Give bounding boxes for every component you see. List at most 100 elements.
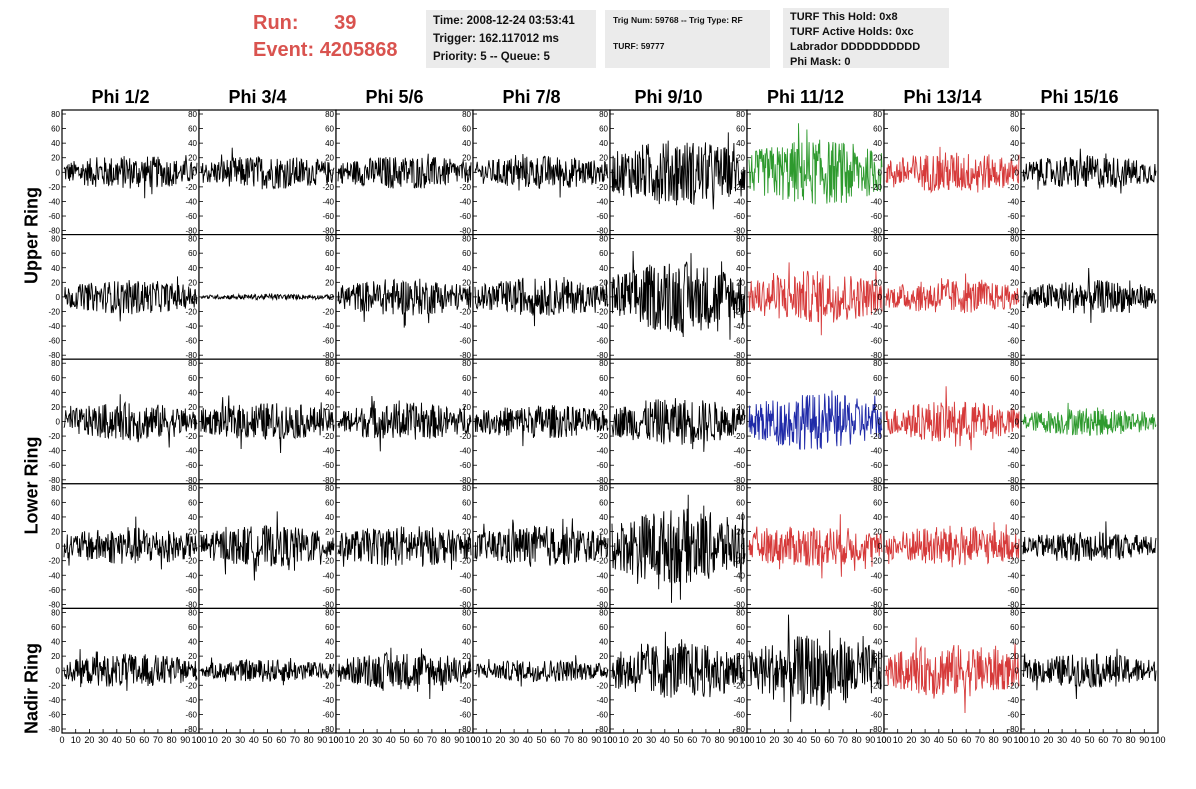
- panel-r3-c1: -80 -60 -40 -20 0 20 40 60 80: [185, 483, 337, 609]
- y-tick-label: -80: [322, 351, 334, 360]
- y-tick-label: -20: [459, 307, 471, 316]
- y-tick-label: -80: [459, 725, 471, 734]
- panel-r3-c5: -80 -60 -40 -20 0 20 40 60 80: [733, 483, 885, 609]
- y-tick-label: 80: [873, 608, 882, 617]
- panel-r4-c4: -80 -60 -40 -20 0 20 40 60 80: [596, 607, 748, 734]
- panel-r3-c2: -80 -60 -40 -20 0 20 40 60 80: [322, 483, 474, 609]
- y-tick-label: 20: [325, 403, 334, 412]
- y-tick-label: 0: [878, 667, 883, 676]
- x-tick-label: 0: [744, 735, 749, 745]
- y-tick-label: -60: [48, 212, 60, 221]
- y-tick-label: 40: [325, 388, 334, 397]
- y-tick-label: -20: [1007, 432, 1019, 441]
- y-tick-label: -60: [596, 710, 608, 719]
- y-tick-label: -20: [459, 432, 471, 441]
- y-tick-label: -80: [596, 351, 608, 360]
- y-tick-label: -80: [459, 351, 471, 360]
- y-tick-label: 20: [462, 528, 471, 537]
- panel-r2-c6: -80 -60 -40 -20 0 20 40 60 80: [870, 358, 1022, 485]
- waveform-trace: [474, 655, 609, 687]
- y-tick-label: -20: [459, 681, 471, 690]
- y-tick-label: 60: [188, 125, 197, 134]
- y-tick-label: -60: [185, 461, 197, 470]
- y-tick-label: 20: [462, 652, 471, 661]
- y-tick-label: 60: [599, 374, 608, 383]
- y-tick-label: 40: [873, 388, 882, 397]
- y-tick-label: -20: [48, 432, 60, 441]
- y-tick-label: 0: [741, 168, 746, 177]
- waveform-trace: [200, 657, 335, 686]
- y-tick-label: -60: [459, 461, 471, 470]
- y-tick-label: -60: [459, 710, 471, 719]
- y-tick-label: -60: [185, 212, 197, 221]
- y-tick-label: -20: [733, 681, 745, 690]
- y-tick-label: -80: [185, 725, 197, 734]
- y-tick-label: 0: [878, 168, 883, 177]
- y-tick-label: 60: [873, 498, 882, 507]
- y-tick-label: -20: [322, 557, 334, 566]
- y-tick-label: 20: [188, 403, 197, 412]
- y-tick-label: 40: [1010, 264, 1019, 273]
- x-tick-label: 20: [769, 735, 779, 745]
- y-tick-label: 80: [325, 359, 334, 368]
- x-tick-label: 50: [1084, 735, 1094, 745]
- y-tick-label: 40: [188, 513, 197, 522]
- y-tick-label: -40: [459, 571, 471, 580]
- y-tick-label: 60: [873, 125, 882, 134]
- x-tick-label: 30: [509, 735, 519, 745]
- y-tick-label: 40: [325, 139, 334, 148]
- y-tick-label: 0: [330, 667, 335, 676]
- x-tick-label: 40: [1071, 735, 1081, 745]
- y-tick-label: 20: [51, 403, 60, 412]
- y-tick-label: 80: [873, 484, 882, 493]
- y-tick-label: 20: [1010, 528, 1019, 537]
- y-tick-label: -40: [322, 447, 334, 456]
- y-tick-label: 80: [599, 608, 608, 617]
- y-tick-label: -80: [1007, 476, 1019, 485]
- y-tick-label: -80: [1007, 600, 1019, 609]
- y-tick-label: 60: [51, 623, 60, 632]
- trigger-text: Trigger: 162.117012 ms: [433, 33, 559, 45]
- y-tick-label: -20: [596, 307, 608, 316]
- y-tick-label: 0: [1015, 168, 1020, 177]
- y-tick-label: 60: [325, 249, 334, 258]
- trig-info-box: Trig Num: 59768 -- Trig Type: RF TURF: 5…: [605, 10, 770, 68]
- y-tick-label: 60: [599, 623, 608, 632]
- y-tick-label: -40: [1007, 696, 1019, 705]
- y-tick-label: -60: [48, 586, 60, 595]
- y-tick-label: 40: [51, 513, 60, 522]
- y-tick-label: 0: [330, 293, 335, 302]
- y-tick-label: -20: [733, 307, 745, 316]
- y-tick-label: 40: [1010, 388, 1019, 397]
- x-tick-label: 20: [906, 735, 916, 745]
- panel-r0-c3: -80 -60 -40 -20 0 20 40 60 80: [459, 109, 611, 236]
- y-tick-label: -80: [48, 351, 60, 360]
- y-tick-label: 20: [873, 528, 882, 537]
- y-tick-label: 60: [736, 374, 745, 383]
- turf-text: TURF: 59777: [613, 41, 665, 51]
- y-tick-label: 80: [1010, 608, 1019, 617]
- y-tick-label: 80: [599, 359, 608, 368]
- x-tick-label: 20: [221, 735, 231, 745]
- y-tick-label: 80: [188, 484, 197, 493]
- y-tick-label: 60: [462, 498, 471, 507]
- turf-active-text: TURF Active Holds: 0xc: [790, 26, 914, 38]
- y-tick-label: -60: [459, 586, 471, 595]
- y-tick-label: 80: [188, 235, 197, 244]
- y-tick-label: -20: [596, 681, 608, 690]
- y-tick-label: 20: [599, 652, 608, 661]
- y-tick-label: -40: [596, 197, 608, 206]
- panel-r0-c0: -80 -60 -40 -20 0 20 40 60 80: [48, 109, 200, 236]
- y-tick-label: 0: [741, 293, 746, 302]
- waveform-trace: [885, 637, 1020, 714]
- y-tick-label: 20: [51, 652, 60, 661]
- waveform-trace: [885, 146, 1020, 194]
- waveform-trace: [63, 649, 198, 691]
- waveform-trace: [474, 405, 609, 447]
- y-tick-label: 40: [873, 513, 882, 522]
- y-tick-label: 20: [325, 652, 334, 661]
- y-tick-label: -40: [185, 571, 197, 580]
- y-tick-label: -80: [596, 476, 608, 485]
- y-tick-label: -40: [596, 696, 608, 705]
- x-tick-label: 60: [824, 735, 834, 745]
